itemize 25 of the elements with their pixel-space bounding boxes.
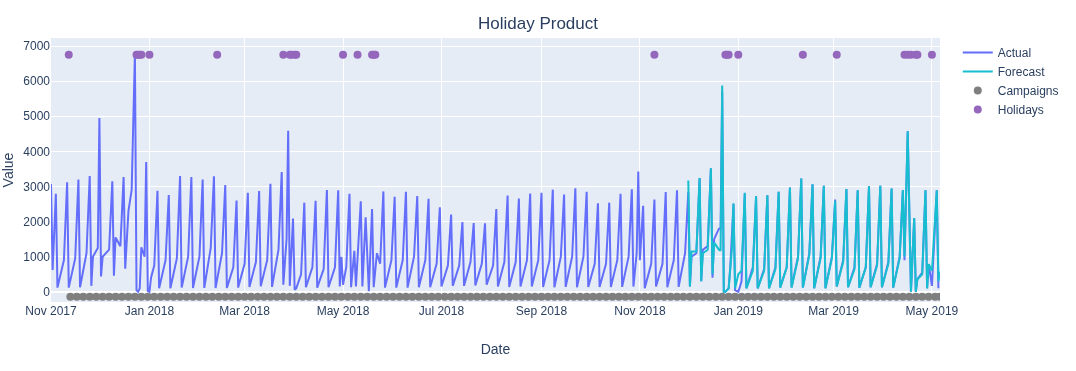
y-tick-label: 5000 (23, 109, 51, 124)
legend-label: Campaigns (997, 84, 1059, 99)
legend-label: Actual (997, 46, 1032, 61)
y-tick-label: 2000 (23, 214, 51, 229)
x-tick-label: Jan 2018 (124, 304, 175, 318)
x-tick-label: Mar 2019 (808, 304, 860, 318)
y-tick-label: 4000 (23, 144, 51, 159)
x-tick-label: Mar 2018 (219, 304, 271, 318)
y-tick-label: 7000 (23, 39, 51, 54)
legend-label: Holidays (997, 103, 1044, 118)
x-tick-label: Nov 2018 (614, 304, 666, 318)
y-tick-label: 0 (43, 285, 51, 300)
x-tick-label: Nov 2017 (25, 304, 78, 318)
y-axis-title: Value (0, 152, 16, 188)
chart-title: Holiday Product (477, 13, 599, 33)
y-tick-label: 1000 (23, 249, 51, 264)
y-tick-label: 3000 (23, 179, 51, 194)
x-tick-label: May 2019 (905, 304, 959, 318)
y-tick-label: 6000 (23, 74, 51, 89)
legend-label: Forecast (997, 65, 1046, 80)
x-tick-label: Sep 2018 (515, 304, 568, 318)
x-tick-label: May 2018 (316, 304, 370, 318)
x-tick-label: Jan 2019 (713, 304, 764, 318)
x-axis-title: Date (480, 341, 511, 357)
x-tick-label: Jul 2018 (418, 304, 465, 318)
